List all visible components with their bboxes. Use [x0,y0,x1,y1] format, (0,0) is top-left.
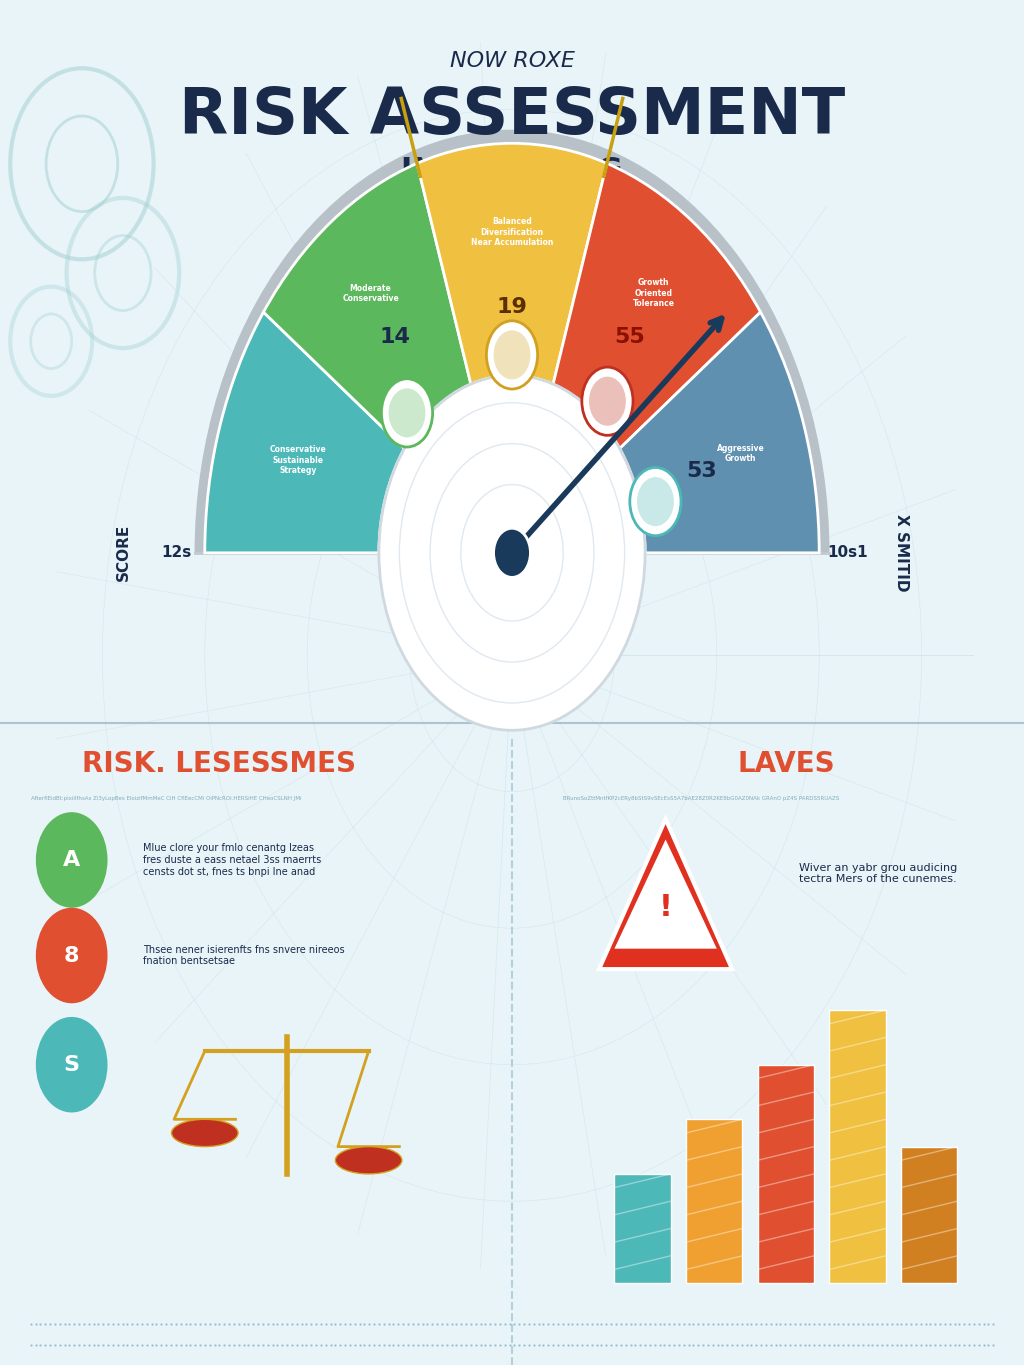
Text: Conservative
Sustainable
Strategy: Conservative Sustainable Strategy [269,445,326,475]
Circle shape [630,467,681,535]
Bar [901,1147,957,1283]
Text: Moderate
Conservative: Moderate Conservative [342,284,399,303]
Text: AfterflEidBt:pixiilfhsAs Zi3yLopBes EloizifMmMeC CiH CflEecCMi OiPNcROi.HERSiHE : AfterflEidBt:pixiilfhsAs Zi3yLopBes Eloi… [31,796,301,801]
Text: 12s: 12s [161,546,191,560]
Ellipse shape [336,1147,402,1174]
Wedge shape [553,164,761,449]
Wedge shape [263,164,471,449]
Text: RISK ASSESSMENT: RISK ASSESSMENT [179,85,845,147]
Wedge shape [195,130,829,553]
Circle shape [582,367,633,435]
Text: 53: 53 [686,460,717,480]
Text: 10s1: 10s1 [827,546,868,560]
Circle shape [494,528,530,577]
Text: S: S [63,1055,80,1074]
Text: NOW ROXE: NOW ROXE [450,52,574,71]
Text: 14: 14 [379,328,410,348]
Text: Mlue clore your fmlo cenantg lzeas
fres duste a eass netael 3ss maerrts
censts d: Mlue clore your fmlo cenantg lzeas fres … [143,844,322,876]
Text: RISK. LESESSMES: RISK. LESESSMES [82,751,356,778]
Text: X SMITID: X SMITID [894,515,908,591]
Wedge shape [417,143,607,384]
Text: Aggressive
Growth: Aggressive Growth [717,444,765,463]
Circle shape [36,1017,108,1112]
Circle shape [388,388,425,437]
Text: SCORE: SCORE [116,524,130,581]
Text: Growth
Oriented
Tolerance: Growth Oriented Tolerance [633,278,675,308]
Polygon shape [599,819,732,969]
Text: LAVES: LAVES [737,751,835,778]
Text: 8: 8 [63,946,80,965]
Wedge shape [205,313,404,553]
Text: Wiver an yabr grou audicing
tectra Mers of the cunemes.: Wiver an yabr grou audicing tectra Mers … [799,863,957,885]
Text: 55: 55 [614,328,645,348]
Text: Thsee nener isierenfts fns snvere nireeos
fnation bentsetsae: Thsee nener isierenfts fns snvere nireeo… [143,945,345,966]
Circle shape [494,330,530,379]
Polygon shape [614,839,717,949]
Circle shape [36,812,108,908]
Text: IN NVESSING: IN NVESSING [401,156,623,186]
Text: BRunoSoZttMntfKP2cERy8bStS9vSEcEsS5A7bAE28Z0R2KE8bG0AZ0NAk GRAnO pZ4S PARDS5RUAZ: BRunoSoZttMntfKP2cERy8bStS9vSEcEsS5A7bAE… [563,796,840,801]
Bar [758,1065,814,1283]
Circle shape [381,378,432,446]
Text: 19: 19 [497,298,527,317]
Text: !: ! [658,893,673,923]
Bar [614,1174,671,1283]
Ellipse shape [172,1119,239,1147]
Circle shape [486,321,538,389]
Wedge shape [620,313,819,553]
Circle shape [379,375,645,730]
Text: A: A [63,850,80,870]
Bar [686,1119,742,1283]
Circle shape [36,908,108,1003]
Circle shape [589,377,626,426]
Text: SUNORANTIS: SUNORANTIS [445,212,579,231]
Bar [829,1010,886,1283]
Circle shape [637,476,674,526]
Text: Balanced
Diversification
Near Accumulation: Balanced Diversification Near Accumulati… [471,217,553,247]
